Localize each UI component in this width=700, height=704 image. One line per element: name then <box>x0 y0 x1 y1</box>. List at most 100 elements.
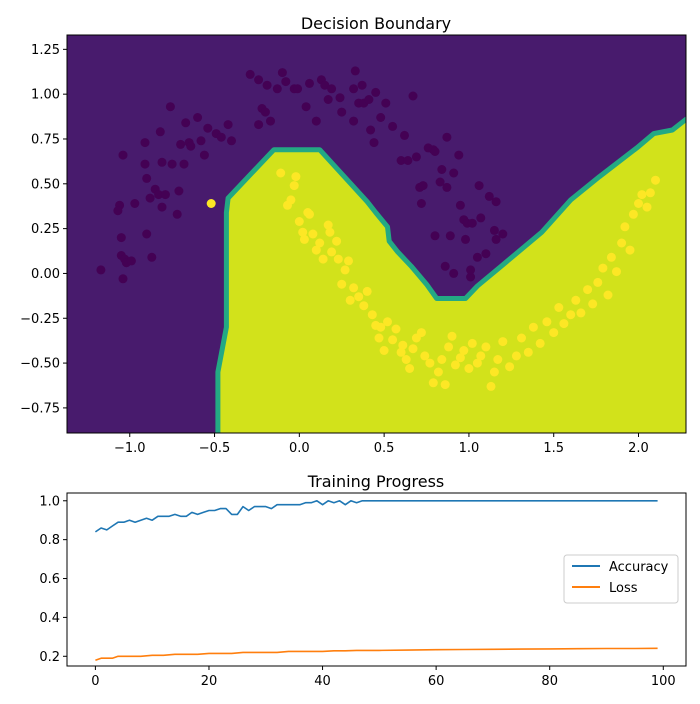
scatter-point-class-0 <box>196 136 206 146</box>
x-tick-label: 2.0 <box>628 441 649 456</box>
y-tick-label: 0.25 <box>31 222 60 237</box>
scatter-point-class-1 <box>447 331 457 341</box>
x-tick-label: 40 <box>314 674 331 689</box>
y-tick-label: −0.25 <box>20 312 60 327</box>
scatter-point-class-0 <box>155 127 165 137</box>
scatter-point-class-0 <box>491 197 501 207</box>
scatter-point-class-0 <box>130 199 140 208</box>
scatter-point-class-1 <box>298 227 308 237</box>
scatter-point-class-1 <box>433 367 443 377</box>
x-tick-label: 0 <box>91 674 99 689</box>
scatter-point-class-0 <box>176 139 186 149</box>
scatter-point-class-0 <box>466 265 476 275</box>
scatter-point-class-1 <box>318 254 328 264</box>
scatter-point-class-0 <box>484 191 494 201</box>
scatter-point-class-1 <box>628 209 638 219</box>
scatter-point-class-1 <box>286 195 296 205</box>
scatter-point-class-1 <box>583 285 593 295</box>
scatter-point-class-1 <box>327 247 337 257</box>
scatter-point-class-0 <box>118 150 128 160</box>
scatter-point-class-1 <box>464 364 474 373</box>
scatter-point-class-0 <box>337 107 347 117</box>
scatter-point-class-1 <box>325 227 335 237</box>
scatter-point-class-1 <box>291 172 301 182</box>
scatter-point-class-0 <box>154 190 164 200</box>
scatter-point-class-1 <box>481 342 491 352</box>
scatter-point-class-1 <box>388 335 398 345</box>
scatter-point-class-0 <box>442 182 452 192</box>
scatter-point-class-0 <box>157 202 167 212</box>
series-lines <box>94 500 658 661</box>
scatter-point-class-0 <box>142 229 152 239</box>
scatter-point-class-0 <box>179 159 189 169</box>
scatter-point-class-1 <box>535 338 545 348</box>
scatter-point-class-1 <box>323 220 333 230</box>
scatter-point-class-0 <box>472 252 482 262</box>
scatter-point-class-1 <box>571 295 581 305</box>
scatter-point-class-1 <box>450 360 460 370</box>
scatter-point-class-0 <box>476 213 486 223</box>
scatter-point-class-1 <box>337 279 347 289</box>
scatter-point-class-0 <box>277 68 287 78</box>
scatter-point-class-1 <box>315 238 325 248</box>
scatter-point-class-1 <box>645 188 655 198</box>
scatter-point-class-0 <box>408 91 418 101</box>
scatter-point-class-0 <box>160 190 170 200</box>
scatter-point-class-0 <box>172 209 182 219</box>
scatter-point-class-1 <box>486 381 496 391</box>
scatter-point-class-0 <box>311 116 321 126</box>
scatter-point-class-1 <box>603 290 613 300</box>
scatter-point-class-1 <box>634 199 643 208</box>
scatter-point-class-0 <box>376 113 386 122</box>
scatter-point-class-1 <box>391 324 401 334</box>
scatter-point-class-1 <box>294 217 304 226</box>
scatter-point-class-0 <box>498 229 508 239</box>
decision-region-class-1 <box>215 116 686 433</box>
scatter-point-class-1 <box>472 358 482 368</box>
scatter-point-class-0 <box>216 132 226 142</box>
scatter-point-class-0 <box>449 168 459 178</box>
scatter-point-class-1 <box>408 344 418 354</box>
y-tick-label: 0.50 <box>31 177 60 192</box>
scatter-point-class-0 <box>116 233 126 243</box>
x-tick-label: 1.0 <box>459 441 480 456</box>
scatter-point-class-1 <box>299 234 309 244</box>
scatter-point-class-1 <box>593 277 603 287</box>
scatter-point-class-1 <box>455 353 465 363</box>
scatter-point-class-1 <box>523 347 533 357</box>
x-tick-label: −1.0 <box>114 441 146 456</box>
scatter-point-class-0 <box>254 75 264 85</box>
y-tick-label: 0.6 <box>39 572 60 587</box>
scatter-point-class-1 <box>651 175 660 185</box>
scatter-point-class-0 <box>254 120 264 130</box>
scatter-point-class-0 <box>305 78 314 88</box>
scatter-point-class-1 <box>405 364 415 373</box>
scatter-point-class-0 <box>349 116 359 126</box>
scatter-point-class-1 <box>206 199 216 208</box>
scatter-point-class-1 <box>620 222 630 232</box>
scatter-point-class-0 <box>357 80 367 90</box>
scatter-point-class-1 <box>625 245 635 255</box>
y-tick-label: 1.0 <box>39 494 60 509</box>
legend: Accuracy Loss <box>563 554 679 604</box>
scatter-point-class-1 <box>416 328 426 338</box>
scatter-point-class-0 <box>403 156 413 165</box>
scatter-point-class-1 <box>489 367 499 377</box>
scatter-point-class-1 <box>437 355 447 364</box>
scatter-point-class-0 <box>320 80 330 90</box>
scatter-point-class-1 <box>493 355 503 364</box>
scatter-point-class-0 <box>369 138 379 148</box>
scatter-point-class-0 <box>455 200 465 210</box>
scatter-point-class-1 <box>617 238 627 248</box>
scatter-point-class-0 <box>350 66 360 76</box>
scatter-point-class-1 <box>528 322 538 332</box>
y-tick-label: 1.00 <box>31 88 60 103</box>
scatter-point-class-0 <box>147 252 157 262</box>
scatter-point-class-1 <box>598 263 608 273</box>
scatter-point-class-1 <box>542 317 552 327</box>
scatter-point-class-0 <box>491 234 501 244</box>
scatter-point-class-0 <box>223 120 233 130</box>
chart-title: Training Progress <box>307 472 445 491</box>
scatter-point-class-0 <box>466 272 476 282</box>
